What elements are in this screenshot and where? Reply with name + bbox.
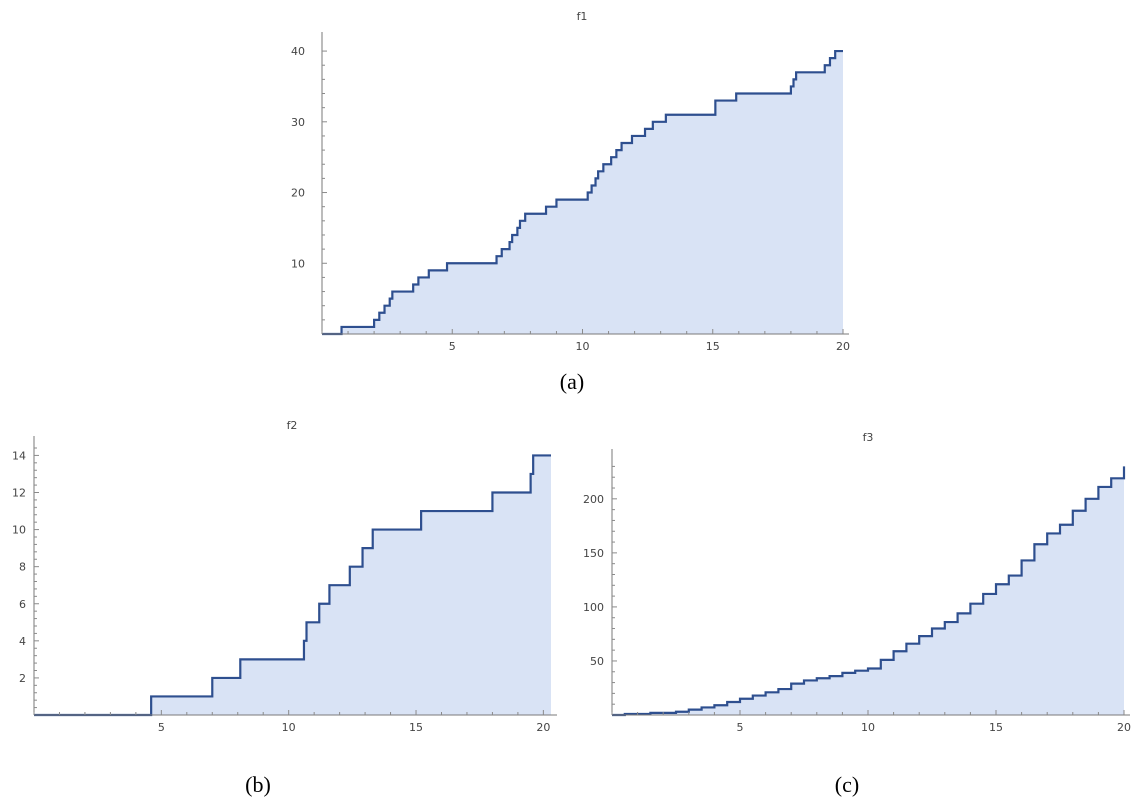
area-fill (34, 455, 551, 715)
x-tick-label: 15 (409, 721, 423, 734)
y-tick-label: 14 (12, 449, 26, 462)
y-tick-label: 6 (19, 598, 26, 611)
plot-title: f1 (577, 10, 588, 23)
y-tick-label: 40 (291, 45, 305, 58)
y-tick-label: 4 (19, 635, 26, 648)
y-tick-label: 30 (291, 116, 305, 129)
x-tick-label: 5 (449, 340, 456, 353)
y-tick-label: 8 (19, 561, 26, 574)
x-tick-label: 5 (158, 721, 165, 734)
x-tick-label: 5 (737, 721, 744, 734)
x-tick-label: 10 (861, 721, 875, 734)
panel-caption: (c) (835, 772, 859, 797)
x-tick-label: 10 (282, 721, 296, 734)
y-tick-label: 50 (590, 655, 604, 668)
x-tick-label: 20 (836, 340, 850, 353)
plot-title: f2 (287, 419, 298, 432)
y-tick-label: 100 (583, 601, 604, 614)
panel-c: 5 10 15 20 50 100 150 200 f3 (c) (583, 431, 1131, 797)
y-tick-label: 10 (291, 257, 305, 270)
y-tick-label: 12 (12, 487, 26, 500)
y-tick-label: 2 (19, 672, 26, 685)
area-fill (612, 466, 1124, 715)
y-tick-label: 20 (291, 187, 305, 200)
series-line (34, 454, 551, 717)
series-line (612, 466, 1126, 717)
x-tick-label: 15 (706, 340, 720, 353)
x-tick-label: 20 (1117, 721, 1131, 734)
panel-caption: (b) (245, 772, 271, 797)
x-tick-label: 15 (989, 721, 1003, 734)
plot-title: f3 (863, 431, 874, 444)
y-tick-label: 150 (583, 547, 604, 560)
y-tick-label: 10 (12, 524, 26, 537)
x-tick-label: 10 (576, 340, 590, 353)
y-tick-label: 200 (583, 493, 604, 506)
panel-caption: (a) (560, 369, 584, 394)
panel-b: 5 10 15 20 2 4 6 8 10 12 14 f2 (b) (12, 419, 557, 797)
series-line (322, 49, 843, 336)
x-tick-label: 20 (536, 721, 550, 734)
panel-a: 5 10 15 20 10 20 30 40 f1 (a) (291, 10, 850, 394)
